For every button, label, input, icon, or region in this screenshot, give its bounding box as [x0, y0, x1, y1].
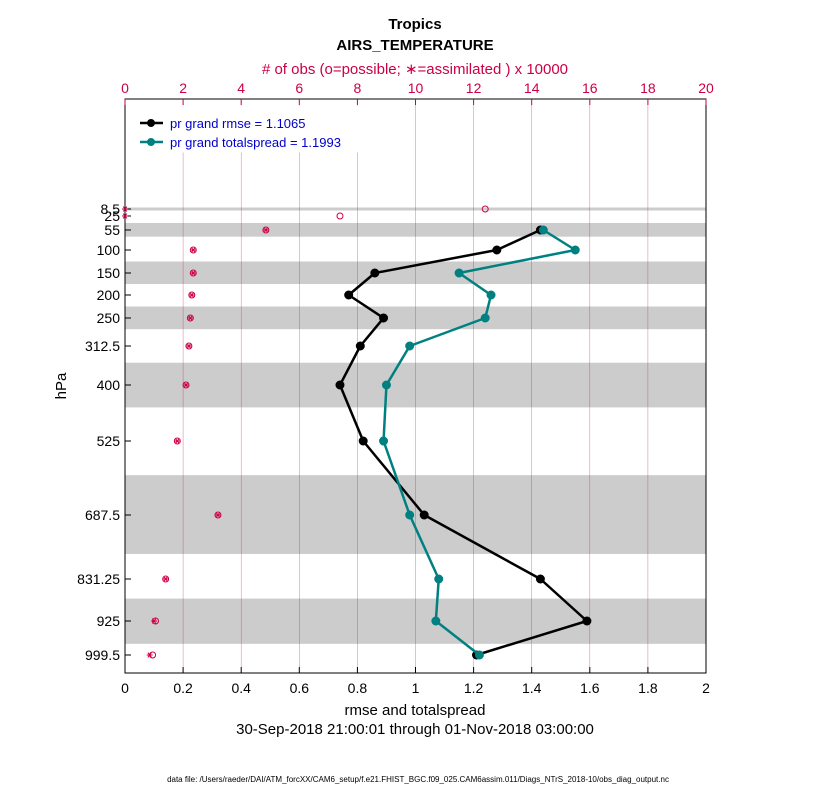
obs-assimilated-marker	[146, 652, 153, 658]
top-tick-label: 4	[237, 80, 245, 96]
series-1-point	[454, 268, 464, 278]
y-tick-label: 200	[97, 287, 121, 303]
y-tick-label: 250	[97, 310, 121, 326]
series-1-point	[431, 616, 441, 626]
x-tick-label: 1.2	[464, 680, 484, 696]
top-tick-label: 10	[408, 80, 424, 96]
obs-markers	[122, 205, 489, 659]
axis-ticks: 0 0.2 0.4 0.6 0.8 1 1.2 1.4 1.6 1.8 20 2 4 6 8 10 12 14 16…	[77, 80, 714, 696]
y-tick-label: 687.5	[85, 507, 120, 523]
obs-assimilated-marker	[188, 292, 195, 298]
obs-assimilated-marker	[185, 343, 192, 349]
obs-assimilated-marker	[162, 576, 169, 582]
obs-assimilated-marker	[190, 247, 197, 253]
series-1-point	[381, 380, 391, 390]
obs-possible-marker	[481, 205, 489, 213]
series-0-point	[355, 341, 365, 351]
y-tick-label: 312.5	[85, 338, 120, 354]
x-tick-label: 0.2	[173, 680, 193, 696]
top-tick-label: 16	[582, 80, 598, 96]
series-0-point	[535, 574, 545, 584]
x-tick-label: 0.4	[231, 680, 251, 696]
series-1-point	[474, 650, 484, 660]
y-tick-label: 55	[104, 222, 120, 238]
top-tick-label: 20	[698, 80, 714, 96]
chart-title: Tropics	[388, 16, 441, 33]
series-1-point	[486, 290, 496, 300]
obs-assimilated-marker	[151, 618, 158, 624]
series-0-point	[370, 268, 380, 278]
series-1-point	[538, 225, 548, 235]
legend: pr grand rmse = 1.1065 pr grand totalspr…	[130, 105, 364, 153]
x-axis-label: rmse and totalspread	[345, 702, 486, 719]
y-tick-label: 100	[97, 242, 121, 258]
legend-box	[130, 105, 364, 153]
footnote: data file: /Users/raeder/DAI/ATM_forcXX/…	[167, 775, 669, 784]
series-line-1	[382, 228, 577, 656]
y-tick-label: 25	[104, 208, 120, 224]
top-tick-label: 2	[179, 80, 187, 96]
top-tick-label: 14	[524, 80, 540, 96]
chart-subtitle: AIRS_TEMPERATURE	[336, 37, 493, 54]
obs-assimilated-marker	[214, 512, 221, 518]
y-tick-label: 525	[97, 433, 121, 449]
series-0-point	[582, 616, 592, 626]
series-line-0	[338, 228, 589, 657]
legend-label-totalspread: pr grand totalspread = 1.1993	[170, 135, 341, 150]
x-tick-label: 1.8	[638, 680, 658, 696]
legend-label-rmse: pr grand rmse = 1.1065	[170, 116, 306, 131]
y-tick-label: 8.5	[101, 201, 121, 217]
x-tick-label: 2	[702, 680, 710, 696]
series-0-point	[335, 380, 345, 390]
x-tick-label: 1	[412, 680, 420, 696]
legend-marker-rmse	[147, 119, 155, 127]
top-tick-label: 6	[295, 80, 303, 96]
y-tick-label: 831.25	[77, 571, 120, 587]
obs-assimilated-marker	[183, 382, 190, 388]
data-series	[335, 225, 592, 660]
x-tick-label: 0	[121, 680, 129, 696]
x-tick-label: 1.4	[522, 680, 542, 696]
series-1-point	[405, 341, 415, 351]
y-tick-label: 400	[97, 377, 121, 393]
obs-assimilated-marker	[262, 227, 269, 233]
series-1-point	[480, 313, 490, 323]
x-tick-label: 1.6	[580, 680, 600, 696]
series-0-point	[379, 313, 389, 323]
series-1-point	[434, 574, 444, 584]
y-tick-label: 925	[97, 613, 121, 629]
obs-assimilated-marker	[122, 213, 128, 219]
obs-assimilated-marker	[122, 206, 128, 212]
series-0-point	[419, 510, 429, 520]
series-1-point	[570, 245, 580, 255]
series-0-point	[492, 245, 502, 255]
top-axis-label: # of obs (o=possible; ∗=assimilated ) x …	[262, 61, 568, 78]
x-tick-label: 0.8	[348, 680, 368, 696]
y-tick-label: 150	[97, 265, 121, 281]
top-tick-label: 12	[466, 80, 482, 96]
legend-marker-totalspread	[147, 138, 155, 146]
y-tick-label: 999.5	[85, 647, 120, 663]
series-0-point	[358, 436, 368, 446]
series-1-point	[405, 510, 415, 520]
y-axis-label: hPa	[53, 372, 70, 399]
top-tick-label: 8	[354, 80, 362, 96]
series-1-point	[379, 436, 389, 446]
obs-assimilated-marker	[190, 270, 197, 276]
top-tick-label: 0	[121, 80, 129, 96]
obs-possible-marker	[336, 212, 344, 220]
date-range: 30-Sep-2018 21:00:01 through 01-Nov-2018…	[236, 721, 594, 738]
series-0-point	[344, 290, 354, 300]
top-tick-label: 18	[640, 80, 656, 96]
obs-assimilated-marker	[187, 315, 194, 321]
obs-assimilated-marker	[174, 438, 181, 444]
x-tick-label: 0.6	[290, 680, 310, 696]
